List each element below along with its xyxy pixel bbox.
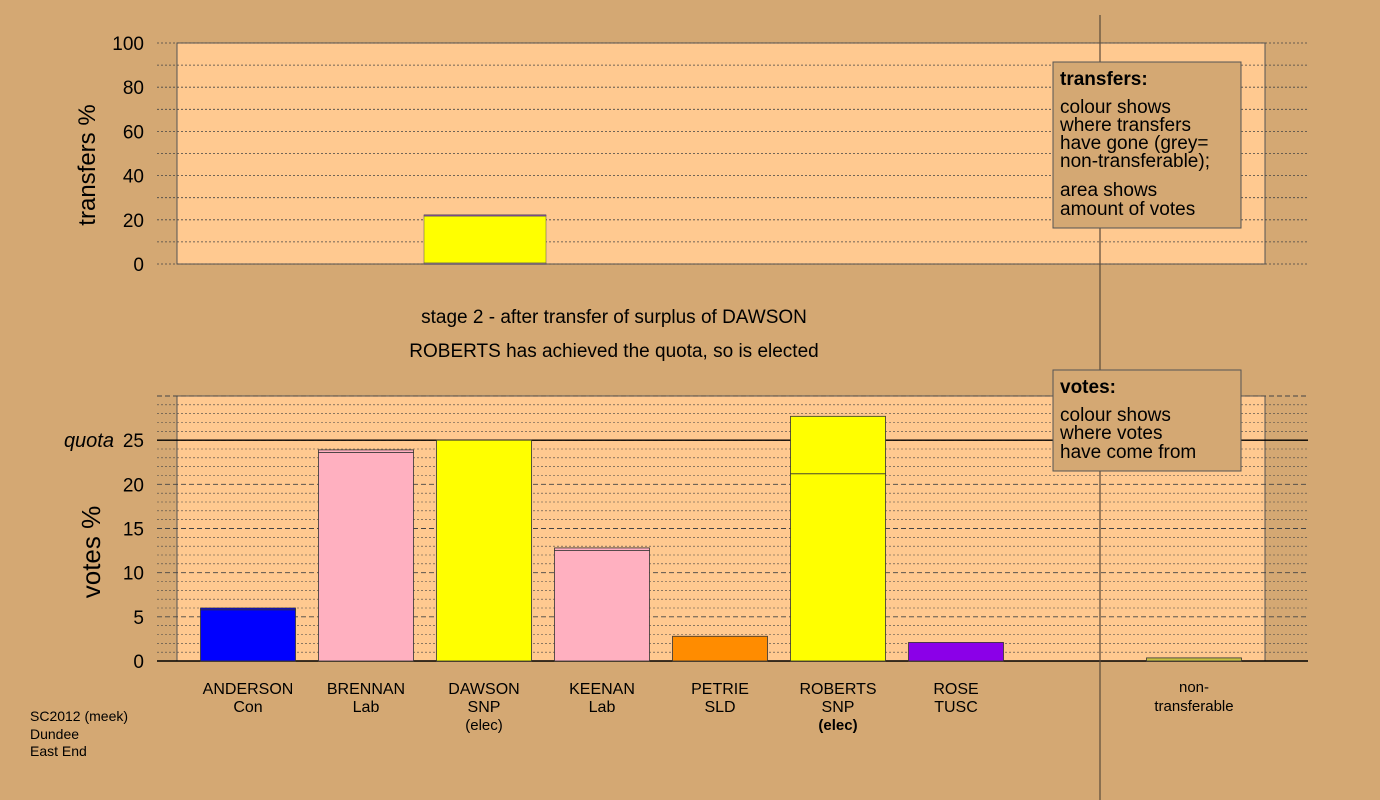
y-tick-label: 15 (123, 520, 144, 541)
election-info-line: SC2012 (meek) (30, 708, 128, 724)
vote-segment (554, 550, 650, 662)
vote-segment (790, 473, 886, 662)
vote-segment (200, 609, 296, 662)
votes-legend-line: where votes (1059, 423, 1162, 444)
transfers-legend-line: amount of votes (1060, 199, 1195, 220)
election-info-line: Dundee (30, 726, 79, 742)
y-tick-label: 40 (123, 167, 144, 188)
candidate-name: PETRIE (691, 681, 749, 698)
candidate-name: ANDERSON (203, 681, 294, 698)
votes-y-ticks: 0 5 10 15 20 25 (123, 431, 144, 673)
candidate-labels: ANDERSONConBRENNANLabDAWSONSNP(elec)KEEN… (203, 679, 1234, 734)
bar-anderson (200, 607, 296, 662)
votes-legend: votes: colour shows where votes have com… (1052, 369, 1242, 472)
candidate-name: KEENAN (569, 681, 635, 698)
votes-legend-title: votes: (1060, 377, 1116, 398)
vote-segment (318, 449, 414, 453)
vote-segment (200, 607, 296, 611)
bar-roberts (790, 415, 886, 662)
candidate-party: Con (233, 699, 262, 716)
votes-legend-line: have come from (1060, 442, 1196, 463)
transfers-legend-title: transfers: (1060, 69, 1148, 90)
transfer-segment-rose (423, 214, 547, 216)
candidate-party: Lab (589, 699, 616, 716)
y-tick-label: 5 (133, 608, 144, 629)
candidate-status: (elec) (818, 717, 857, 734)
transfers-legend-box (1052, 61, 1242, 229)
votes-legend-line: colour shows (1060, 405, 1171, 426)
bar-nontransferable (1146, 657, 1242, 662)
quota-label: quota (64, 430, 114, 452)
transfer-segment-roberts (423, 215, 547, 264)
election-info: SC2012 (meek) Dundee East End (30, 708, 128, 759)
y-tick-label: 60 (123, 122, 144, 143)
election-info-line: East End (30, 743, 87, 759)
election-status: ROBERTS has achieved the quota, so is el… (409, 341, 818, 362)
transfers-legend-line: area shows (1060, 180, 1157, 201)
transfers-legend-line: non-transferable); (1060, 151, 1210, 172)
y-tick-label: 0 (133, 255, 144, 276)
y-tick-label: 0 (133, 652, 144, 673)
vote-segment (436, 439, 532, 662)
candidate-name: BRENNAN (327, 681, 405, 698)
candidate-name: ROBERTS (799, 681, 876, 698)
bar-petrie (672, 635, 768, 662)
transfers-legend-line: where transfers (1059, 115, 1191, 136)
bar-rose (908, 642, 1004, 662)
vote-segment (790, 415, 886, 475)
bar-dawson (436, 439, 532, 662)
transfers-legend-line: have gone (grey= (1060, 133, 1208, 154)
y-tick-label: 20 (123, 211, 144, 232)
y-tick-label: 25 (123, 431, 144, 452)
transfer-bar-dawson (423, 214, 547, 265)
candidate-name: ROSE (933, 681, 978, 698)
votes-legend-box (1052, 369, 1242, 472)
transfers-y-ticks: 0 20 40 60 80 100 (112, 34, 144, 276)
candidate-bars (200, 415, 1242, 662)
candidate-party: TUSC (934, 699, 978, 716)
vote-segment (554, 547, 650, 551)
bar-keenan (554, 547, 650, 662)
transfers-y-axis-label: transfers % (74, 104, 101, 225)
bar-brennan (318, 449, 414, 662)
vote-segment (318, 452, 414, 662)
candidate-name: DAWSON (448, 681, 519, 698)
transfers-legend: transfers: colour shows where transfers … (1052, 61, 1242, 229)
nontransferable-label: transferable (1154, 698, 1233, 715)
candidate-party: SNP (822, 699, 855, 716)
y-tick-label: 20 (123, 475, 144, 496)
stage-description: stage 2 - after transfer of surplus of D… (421, 307, 807, 328)
votes-y-axis-label: votes % (76, 506, 106, 599)
y-tick-label: 100 (112, 34, 144, 55)
y-tick-label: 10 (123, 564, 144, 585)
candidate-party: Lab (353, 699, 380, 716)
candidate-party: SLD (704, 699, 735, 716)
vote-segment (672, 635, 768, 662)
nontransferable-label: non- (1179, 679, 1209, 696)
candidate-status: (elec) (465, 717, 503, 734)
vote-segment (908, 642, 1004, 662)
y-tick-label: 80 (123, 78, 144, 99)
transfers-legend-line: colour shows (1060, 97, 1171, 118)
candidate-party: SNP (468, 699, 501, 716)
